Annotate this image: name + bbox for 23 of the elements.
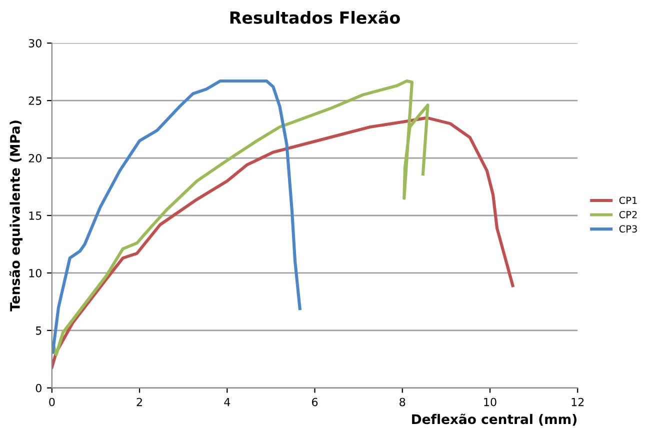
legend-label: CP3 — [619, 225, 637, 233]
x-tick-label: 12 — [572, 398, 584, 406]
legend-label: CP1 — [619, 196, 637, 204]
x-tick-label: 0 — [49, 398, 55, 406]
x-tick-label: 10 — [484, 398, 496, 406]
y-axis-title: Tensão equivalente (MPa) — [9, 120, 23, 312]
line-series — [52, 80, 430, 356]
chart-title: Resultados Flexão — [230, 10, 400, 24]
y-tick-label: 30 — [28, 39, 42, 48]
y-tick-label: 15 — [29, 212, 42, 220]
x-tick-label: 4 — [224, 398, 230, 406]
line-series — [52, 80, 302, 354]
x-tick-label: 6 — [312, 398, 318, 406]
x-tick-label: 8 — [400, 398, 406, 406]
y-tick-label: 20 — [28, 154, 42, 162]
y-tick-label: 10 — [29, 268, 42, 278]
legend-label: CP2 — [619, 210, 637, 218]
x-axis-title: Deflexão central (mm) — [412, 414, 576, 426]
y-tick-label: 0 — [36, 384, 42, 392]
y-tick-label: 5 — [36, 326, 42, 335]
line-series — [52, 116, 514, 369]
x-tick-label: 2 — [136, 398, 142, 406]
y-tick-label: 25 — [28, 96, 42, 105]
